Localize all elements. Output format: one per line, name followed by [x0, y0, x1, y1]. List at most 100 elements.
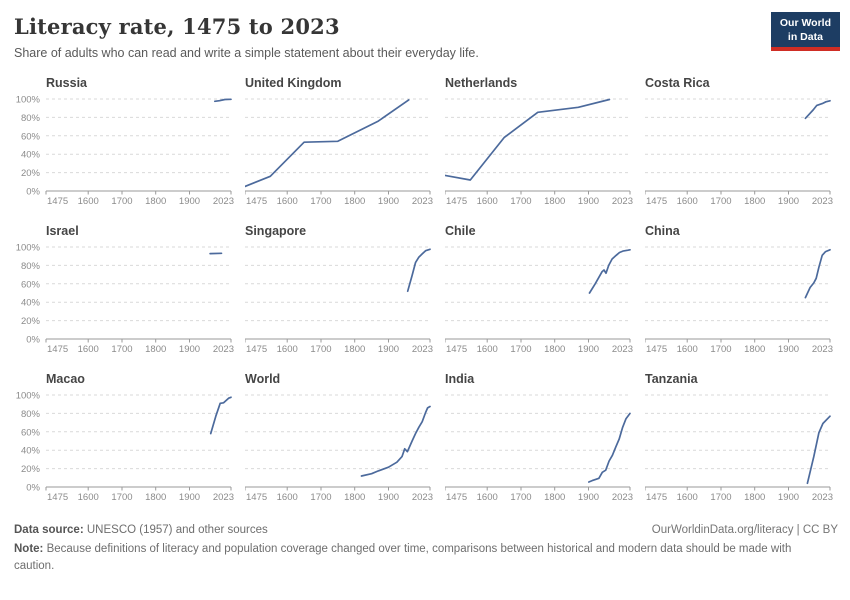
- y-tick-label: 60%: [21, 131, 41, 142]
- x-tick-label: 1700: [510, 196, 531, 207]
- x-tick-label: 1700: [710, 344, 731, 355]
- y-tick-label: 20%: [21, 316, 41, 327]
- note-label: Note:: [14, 543, 44, 555]
- owid-logo-line2: in Data: [787, 30, 823, 43]
- x-tick-label: 1700: [310, 492, 331, 503]
- literacy-line: [806, 415, 831, 485]
- literacy-line: [804, 100, 831, 120]
- x-tick-label: 1900: [778, 492, 799, 503]
- x-tick-label: 1600: [78, 344, 99, 355]
- y-tick-label: 60%: [21, 279, 41, 290]
- x-tick-label: 1900: [179, 196, 200, 207]
- small-multiples-grid: Russia 1475 1600 1700 1800 1900 2023 0% 20% 40% 60…: [0, 76, 850, 507]
- y-tick-label: 0%: [26, 483, 40, 494]
- x-tick-label: 1700: [310, 344, 331, 355]
- small-multiple-chile: Chile 1475 1600 1700 1800 1900 2023: [445, 224, 645, 359]
- owid-url-link[interactable]: OurWorldinData.org/literacy: [651, 524, 794, 536]
- x-tick-label: 1800: [744, 344, 765, 355]
- y-tick-label: 80%: [21, 261, 41, 272]
- small-multiple-israel: Israel 1475 1600 1700 1800 1900 2023 0% 20% 40% 60…: [16, 224, 245, 359]
- x-tick-label: 1600: [78, 492, 99, 503]
- x-tick-label: 1475: [246, 492, 267, 503]
- chart-country-title: Singapore: [245, 224, 307, 239]
- x-tick-label: 1900: [578, 196, 599, 207]
- chart-netherlands: 1475 1600 1700 1800 1900 2023: [445, 98, 633, 207]
- chart-russia: 1475 1600 1700 1800 1900 2023 0% 20% 40% 60% 80% 10…: [16, 95, 234, 208]
- x-tick-label: 1900: [179, 344, 200, 355]
- chart-subtitle: Share of adults who can read and write a…: [14, 46, 479, 61]
- x-tick-label: 1700: [111, 196, 132, 207]
- x-tick-label: 1800: [544, 196, 565, 207]
- x-tick-label: 1700: [510, 492, 531, 503]
- small-multiple-india: India 1475 1600 1700 1800 1900 2023: [445, 372, 645, 507]
- x-tick-label: 1800: [744, 196, 765, 207]
- y-tick-label: 20%: [21, 464, 41, 475]
- x-tick-label: 1600: [277, 344, 298, 355]
- license-label: | CC BY: [793, 524, 838, 536]
- x-tick-label: 1600: [677, 196, 698, 207]
- chart-macao: 1475 1600 1700 1800 1900 2023 0% 20% 40% 60% 80% 10…: [16, 391, 234, 504]
- x-tick-label: 1600: [677, 492, 698, 503]
- y-tick-label: 100%: [16, 95, 41, 106]
- small-multiple-singapore: Singapore 1475 1600 1700 1800 1900 2023: [245, 224, 445, 359]
- x-tick-label: 1475: [446, 344, 467, 355]
- literacy-line: [213, 98, 232, 103]
- x-tick-label: 1800: [744, 492, 765, 503]
- y-tick-label: 0%: [26, 187, 40, 198]
- page-title: Literacy rate, 1475 to 2023: [14, 14, 340, 39]
- x-tick-label: 2023: [412, 492, 433, 503]
- x-tick-label: 2023: [213, 344, 234, 355]
- x-tick-label: 1800: [344, 344, 365, 355]
- x-tick-label: 2023: [412, 344, 433, 355]
- x-tick-label: 1475: [446, 492, 467, 503]
- x-tick-label: 1600: [677, 344, 698, 355]
- y-tick-label: 60%: [21, 427, 41, 438]
- x-tick-label: 1800: [145, 492, 166, 503]
- chart-costa-rica: 1475 1600 1700 1800 1900 2023: [645, 98, 833, 207]
- attribution-text: OurWorldinData.org/literacy | CC BY: [652, 524, 838, 536]
- x-tick-label: 1800: [544, 344, 565, 355]
- y-tick-label: 80%: [21, 113, 41, 124]
- x-tick-label: 2023: [612, 344, 633, 355]
- chart-country-title: Israel: [46, 224, 79, 239]
- literacy-line: [804, 249, 831, 299]
- chart-country-title: United Kingdom: [245, 76, 342, 91]
- x-tick-label: 1600: [277, 196, 298, 207]
- y-tick-label: 100%: [16, 391, 41, 402]
- x-tick-label: 1800: [544, 492, 565, 503]
- small-multiple-tanzania: Tanzania 1475 1600 1700 1800 1900 2023: [645, 372, 845, 507]
- owid-logo[interactable]: Our World in Data: [770, 12, 840, 52]
- x-tick-label: 2023: [812, 492, 833, 503]
- x-tick-label: 1800: [344, 492, 365, 503]
- x-tick-label: 1475: [47, 196, 68, 207]
- x-tick-label: 2023: [412, 196, 433, 207]
- x-tick-label: 1700: [310, 196, 331, 207]
- y-tick-label: 40%: [21, 298, 41, 309]
- x-tick-label: 1900: [578, 344, 599, 355]
- x-tick-label: 2023: [812, 344, 833, 355]
- x-tick-label: 2023: [213, 492, 234, 503]
- small-multiple-costa-rica: Costa Rica 1475 1600 1700 1800 1900 2023: [645, 76, 845, 211]
- chart-country-title: China: [645, 224, 680, 239]
- footnote: Note: Because definitions of literacy an…: [14, 541, 816, 574]
- chart-header: Literacy rate, 1475 to 2023 Share of adu…: [0, 0, 850, 60]
- x-tick-label: 1900: [378, 196, 399, 207]
- owid-logo-line1: Our World: [779, 17, 831, 29]
- small-multiple-world: World 1475 1600 1700 1800 1900 2023: [245, 372, 445, 507]
- y-tick-label: 0%: [26, 335, 40, 346]
- x-tick-label: 1475: [446, 196, 467, 207]
- x-tick-label: 1900: [778, 196, 799, 207]
- literacy-line: [209, 396, 232, 435]
- chart-country-title: Costa Rica: [645, 76, 710, 91]
- y-tick-label: 40%: [21, 446, 41, 457]
- x-tick-label: 1475: [47, 492, 68, 503]
- literacy-line: [406, 248, 431, 293]
- x-tick-label: 2023: [812, 196, 833, 207]
- literacy-line: [588, 249, 631, 295]
- x-tick-label: 1900: [378, 344, 399, 355]
- x-tick-label: 1800: [145, 196, 166, 207]
- x-tick-label: 1700: [710, 196, 731, 207]
- x-tick-label: 1800: [145, 344, 166, 355]
- x-tick-label: 1475: [646, 344, 667, 355]
- chart-country-title: Chile: [445, 224, 476, 239]
